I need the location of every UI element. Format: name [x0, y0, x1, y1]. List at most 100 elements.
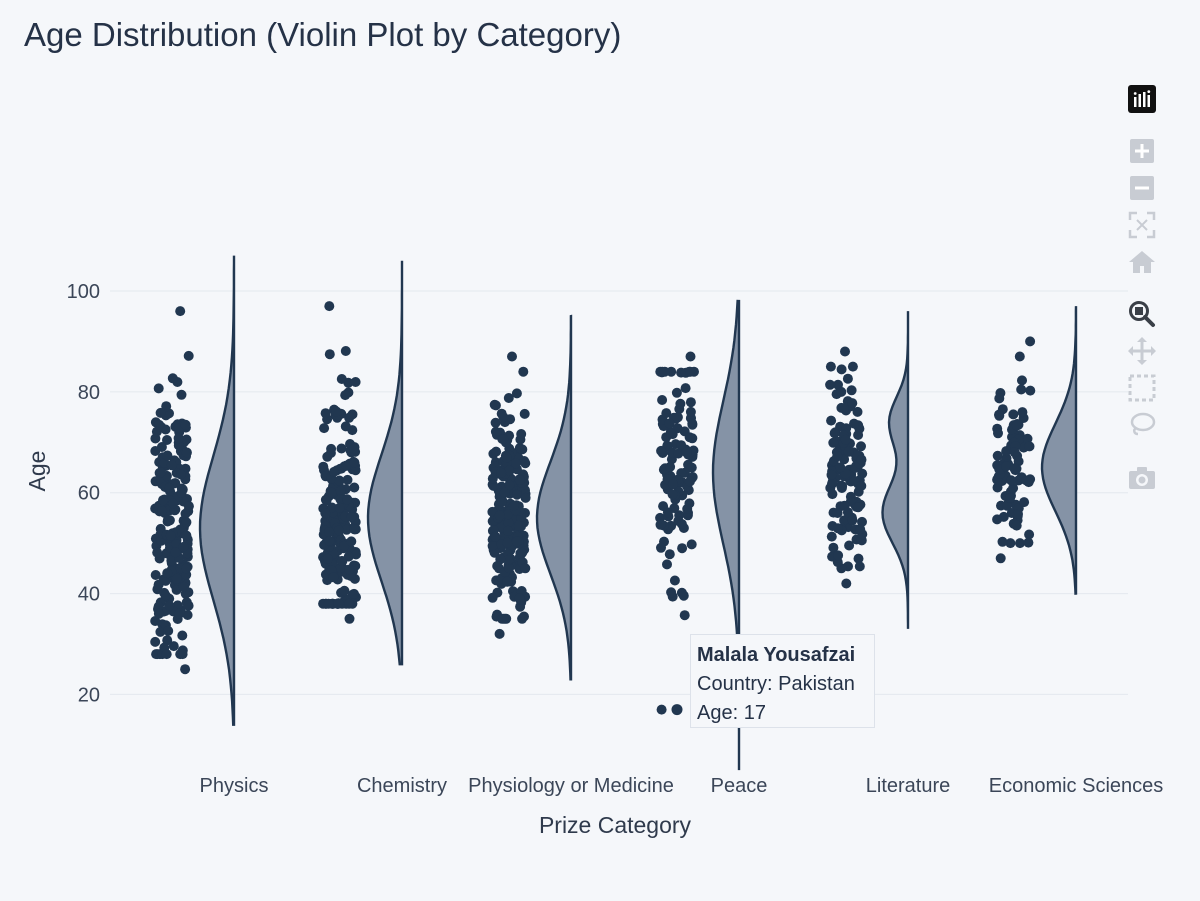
data-point[interactable]: [828, 542, 839, 553]
data-point[interactable]: [1025, 336, 1036, 347]
zoom-icon[interactable]: [1128, 300, 1156, 328]
data-point[interactable]: [1013, 509, 1023, 519]
data-point[interactable]: [836, 364, 847, 375]
data-point[interactable]: [684, 476, 695, 487]
data-point[interactable]: [328, 572, 339, 583]
data-point[interactable]: [502, 576, 513, 587]
data-point[interactable]: [183, 600, 194, 611]
data-point[interactable]: [1009, 447, 1020, 458]
data-point[interactable]: [852, 406, 863, 417]
data-point[interactable]: [504, 563, 515, 573]
box-select-icon[interactable]: [1128, 374, 1156, 402]
data-point[interactable]: [166, 555, 177, 566]
data-point[interactable]: [162, 568, 173, 579]
data-point[interactable]: [997, 536, 1008, 547]
data-point[interactable]: [324, 349, 335, 360]
data-point[interactable]: [180, 508, 191, 519]
data-point[interactable]: [327, 502, 337, 513]
data-point[interactable]: [320, 408, 331, 419]
violin-physics[interactable]: [198, 255, 236, 726]
data-point[interactable]: [160, 590, 171, 601]
data-point[interactable]: [855, 524, 866, 535]
data-point[interactable]: [839, 515, 850, 526]
data-point[interactable]: [1008, 409, 1019, 420]
data-point[interactable]: [181, 563, 192, 574]
data-point[interactable]: [685, 397, 696, 408]
data-point[interactable]: [324, 536, 335, 546]
data-point[interactable]: [825, 379, 836, 390]
data-point[interactable]: [836, 386, 847, 397]
data-point[interactable]: [340, 390, 351, 401]
data-point[interactable]: [993, 428, 1003, 439]
data-point[interactable]: [503, 517, 514, 528]
data-point[interactable]: [1016, 384, 1027, 395]
data-point[interactable]: [656, 445, 667, 456]
data-point[interactable]: [662, 507, 673, 518]
violin-physiology-or-medicine[interactable]: [535, 314, 573, 681]
data-point[interactable]: [336, 443, 347, 454]
data-point[interactable]: [842, 507, 853, 518]
data-point[interactable]: [498, 613, 509, 624]
data-point[interactable]: [655, 519, 666, 530]
data-point[interactable]: [838, 403, 849, 414]
data-point[interactable]: [662, 559, 672, 570]
data-point[interactable]: [150, 570, 161, 580]
data-point[interactable]: [167, 373, 178, 384]
data-point[interactable]: [163, 625, 174, 636]
data-point[interactable]: [171, 573, 182, 584]
data-point[interactable]: [339, 585, 350, 596]
data-point[interactable]: [334, 502, 345, 513]
data-point[interactable]: [825, 361, 836, 372]
data-point[interactable]: [155, 467, 166, 478]
violin-literature[interactable]: [881, 311, 910, 629]
data-point[interactable]: [516, 429, 527, 439]
data-point[interactable]: [510, 458, 521, 469]
data-point[interactable]: [174, 608, 185, 619]
data-point[interactable]: [514, 593, 525, 604]
data-point[interactable]: [667, 489, 678, 500]
data-point[interactable]: [340, 421, 351, 432]
data-point[interactable]: [686, 539, 697, 550]
data-point[interactable]: [163, 515, 174, 525]
data-point[interactable]: [349, 457, 360, 468]
data-point[interactable]: [489, 399, 500, 410]
data-point[interactable]: [1024, 441, 1035, 452]
data-point[interactable]: [1005, 538, 1016, 549]
data-point[interactable]: [685, 406, 696, 417]
data-point[interactable]: [657, 395, 668, 405]
data-point[interactable]: [856, 441, 866, 452]
data-point[interactable]: [519, 408, 530, 419]
data-point[interactable]: [180, 664, 191, 675]
data-point[interactable]: [829, 428, 840, 439]
data-point[interactable]: [826, 531, 837, 542]
data-point[interactable]: [849, 418, 859, 429]
data-point[interactable]: [843, 446, 854, 457]
data-point[interactable]: [512, 489, 522, 500]
data-point[interactable]: [826, 415, 837, 426]
data-point[interactable]: [346, 536, 357, 547]
data-point[interactable]: [498, 412, 509, 423]
data-point[interactable]: [1008, 483, 1019, 494]
data-point[interactable]: [1017, 407, 1028, 418]
data-point[interactable]: [494, 510, 505, 521]
data-point[interactable]: [1001, 461, 1012, 472]
data-point[interactable]: [156, 442, 167, 452]
data-point[interactable]: [181, 447, 192, 458]
data-point[interactable]: [165, 530, 176, 541]
camera-icon[interactable]: [1128, 464, 1156, 492]
data-point[interactable]: [846, 385, 857, 396]
zoom-out-icon[interactable]: [1128, 174, 1156, 202]
data-point[interactable]: [170, 547, 181, 558]
data-point[interactable]: [656, 704, 667, 715]
data-point[interactable]: [503, 509, 514, 520]
data-point[interactable]: [854, 561, 865, 572]
data-point[interactable]: [340, 346, 351, 356]
data-point[interactable]: [1021, 475, 1032, 486]
data-point[interactable]: [346, 512, 357, 522]
data-point[interactable]: [173, 433, 184, 444]
data-point[interactable]: [157, 506, 168, 516]
data-point[interactable]: [1023, 537, 1034, 548]
data-point[interactable]: [853, 430, 864, 440]
data-point[interactable]: [183, 350, 194, 361]
